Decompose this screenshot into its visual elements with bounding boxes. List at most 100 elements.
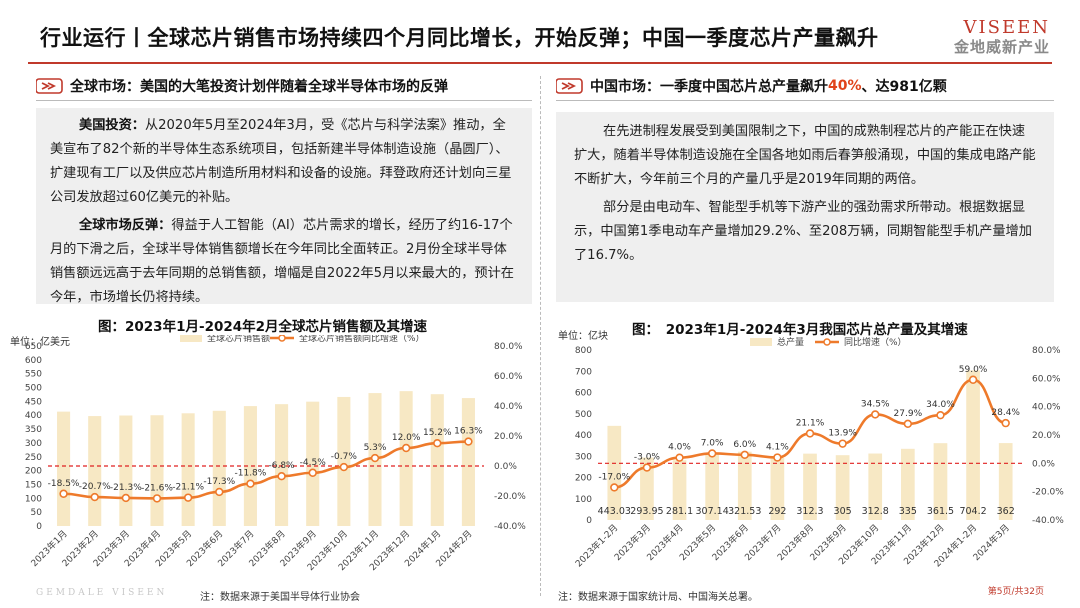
y-left-tick-label: 500 xyxy=(25,384,42,394)
growth-value-label: 59.0% xyxy=(959,365,988,375)
growth-point xyxy=(215,487,224,497)
y-left-tick-label: 400 xyxy=(25,411,42,421)
y-right-tick-label: -40.0% xyxy=(1032,516,1064,526)
growth-value-label: 4.0% xyxy=(668,443,691,453)
y-left-tick-label: 200 xyxy=(25,467,42,477)
growth-value-label: -17.0% xyxy=(598,472,630,482)
x-tick-label: 2023年1-2月 xyxy=(573,522,621,570)
left-section-title: 全球市场：美国的大笔投资计划伴随着全球半导体市场的反弹 xyxy=(70,79,448,95)
left-heading-rule xyxy=(36,100,532,101)
y-left-tick-label: 350 xyxy=(25,425,42,435)
growth-point xyxy=(1001,418,1010,428)
bar-value-label: 362 xyxy=(997,506,1015,517)
y-left-tick-label: 400 xyxy=(575,431,592,441)
right-heading-rule xyxy=(556,100,1054,101)
growth-point xyxy=(246,479,255,488)
y-left-tick-label: 450 xyxy=(25,397,42,407)
growth-value-label: 15.2% xyxy=(423,428,452,438)
growth-point xyxy=(121,493,131,503)
bar-mark xyxy=(672,460,687,520)
y-left-tick-label: 200 xyxy=(575,474,592,484)
global-rebound-text: 得益于人工智能（AI）芯片需求的增长，经历了约16-17个月的下滑之后，全球半导… xyxy=(50,218,514,305)
bar-mark xyxy=(119,415,133,526)
page-title: 行业运行丨全球芯片销售市场持续四个月同比增长，开始反弹；中国一季度芯片产量飙升 xyxy=(40,26,879,50)
y-left-tick-label: 0 xyxy=(586,516,592,526)
y-right-tick-label: 40.0% xyxy=(1032,403,1061,413)
y-right-tick-label: 60.0% xyxy=(1032,374,1061,384)
growth-value-label: 21.1% xyxy=(796,418,825,428)
bar-mark xyxy=(88,416,102,526)
y-left-tick-label: 0 xyxy=(36,522,42,532)
bar-value-label: 335 xyxy=(899,506,917,517)
bar-mark xyxy=(181,413,195,526)
bar-mark xyxy=(607,425,622,520)
growth-value-label: 34.0% xyxy=(926,400,955,410)
bar-value-label: 293.95 xyxy=(630,506,663,517)
growth-value-label: 13.9% xyxy=(828,429,857,439)
growth-point xyxy=(308,468,317,477)
bar-mark xyxy=(399,391,413,526)
growth-point xyxy=(464,437,473,446)
y-left-tick-label: 800 xyxy=(575,346,592,356)
growth-point xyxy=(740,450,749,460)
bar-mark xyxy=(306,401,320,526)
growth-value-label: -3.0% xyxy=(634,453,661,463)
bar-mark xyxy=(640,457,654,520)
legend-bar-swatch xyxy=(750,338,772,346)
arrow-bullet-icon xyxy=(36,78,63,94)
bar-mark xyxy=(900,448,915,520)
bar-mark xyxy=(966,370,980,520)
brand-logo: VISEEN 金地威新产业 xyxy=(954,18,1050,57)
growth-value-label: 16.3% xyxy=(454,427,483,437)
y-right-tick-label: 0.0% xyxy=(1032,459,1055,469)
bar-value-label: 292 xyxy=(768,506,786,517)
bar-mark xyxy=(150,415,164,526)
y-right-tick-label: -40.0% xyxy=(494,522,526,532)
growth-value-label: 7.0% xyxy=(701,438,724,448)
y-left-tick-label: 300 xyxy=(575,452,592,462)
legend-line-marker xyxy=(823,338,831,346)
bar-mark xyxy=(803,453,817,520)
y-left-tick-label: 50 xyxy=(31,508,43,518)
y-left-tick-label: 250 xyxy=(25,453,42,463)
us-investment-text: 从2020年5月至2024年3月，受《芯片与科学法案》推动，全美宣布了82个新的… xyxy=(50,118,512,205)
bar-mark xyxy=(737,451,752,520)
growth-point xyxy=(773,453,782,462)
growth-value-label: 4.1% xyxy=(766,443,789,453)
growth-value-label: -11.8% xyxy=(235,469,267,479)
left-section-heading: 全球市场：美国的大笔投资计划伴随着全球半导体市场的反弹 xyxy=(36,76,448,96)
legend-line-marker xyxy=(278,335,286,342)
bar-value-label: 312.3 xyxy=(796,506,823,517)
right-chart-title: 图： 2023年1月-2024年3月我国芯片总产量及其增速 xyxy=(632,322,968,338)
bar-mark xyxy=(337,396,351,526)
growth-value-label: -0.7% xyxy=(331,452,358,462)
china-output-chart: 0 100 200 300 400 500 600 700 800 -40.0% -20.0% 0.0… xyxy=(573,336,1065,570)
growth-point xyxy=(903,419,913,429)
legend-line-label: 全球芯片销售额同比增速（%） xyxy=(299,335,425,344)
bar-mark xyxy=(705,454,720,520)
global-rebound-paragraph: 全球市场反弹：得益于人工智能（AI）芯片需求的增长，经历了约16-17个月的下滑… xyxy=(50,214,518,310)
right-chart-unit: 单位：亿块 xyxy=(558,331,608,342)
growth-point xyxy=(401,443,411,453)
global-rebound-label: 全球市场反弹： xyxy=(79,218,172,233)
bar-mark xyxy=(212,410,226,526)
growth-value-label: 27.9% xyxy=(894,409,923,419)
left-chart-title: 图：2023年1月-2024年2月全球芯片销售额及其增速 xyxy=(98,319,428,335)
y-right-tick-label: 0.0% xyxy=(494,462,517,472)
right-section-title-prefix: 中国市场：一季度中国芯片总产量飙升 xyxy=(590,79,828,95)
growth-point xyxy=(968,375,978,384)
growth-value-label: 5.3% xyxy=(364,443,387,453)
growth-value-label: -21.3% xyxy=(110,483,142,493)
us-investment-label: 美国投资： xyxy=(79,118,145,133)
us-investment-paragraph: 美国投资：从2020年5月至2024年3月，受《芯片与科学法案》推动，全美宣布了… xyxy=(50,114,518,210)
bar-mark xyxy=(243,406,257,526)
bar-mark xyxy=(430,394,444,526)
legend-bar-label: 全球芯片销售额 xyxy=(207,335,270,344)
growth-point xyxy=(59,489,68,498)
footer-watermark: GEMDALE VISEEN xyxy=(36,588,168,598)
bar-mark xyxy=(835,455,850,520)
y-right-tick-label: 80.0% xyxy=(1032,346,1061,356)
growth-point xyxy=(339,462,349,472)
growth-value-label: -4.5% xyxy=(300,458,327,468)
right-section-title-suffix: 、达981亿颗 xyxy=(861,79,947,95)
